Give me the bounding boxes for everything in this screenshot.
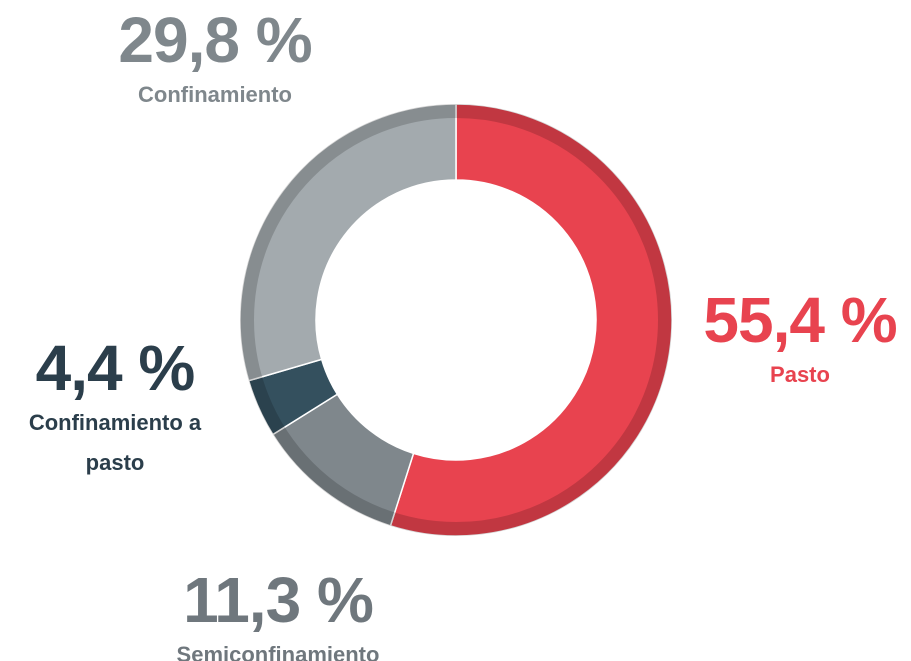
category-label: Pasto bbox=[770, 362, 830, 387]
value-label: 29,8 % bbox=[118, 4, 312, 76]
value-label: 11,3 % bbox=[183, 564, 374, 636]
value-label: 4,4 % bbox=[35, 332, 196, 404]
value-label: 55,4 % bbox=[703, 284, 897, 356]
category-label: Confinamiento bbox=[138, 82, 292, 107]
rim-shade bbox=[240, 104, 672, 536]
segment-label: 11,3 % Semiconfinamiento bbox=[118, 565, 438, 661]
category-label: Confinamiento a pasto bbox=[28, 410, 202, 475]
segment-label: 29,8 % Confinamiento bbox=[55, 5, 375, 115]
donut-segment bbox=[389, 103, 673, 537]
donut-segment bbox=[239, 103, 457, 382]
category-label: Semiconfinamiento bbox=[176, 642, 380, 661]
segment-label: 4,4 % Confinamiento a pasto bbox=[10, 333, 220, 483]
segment-label: 55,4 % Pasto bbox=[670, 285, 911, 395]
